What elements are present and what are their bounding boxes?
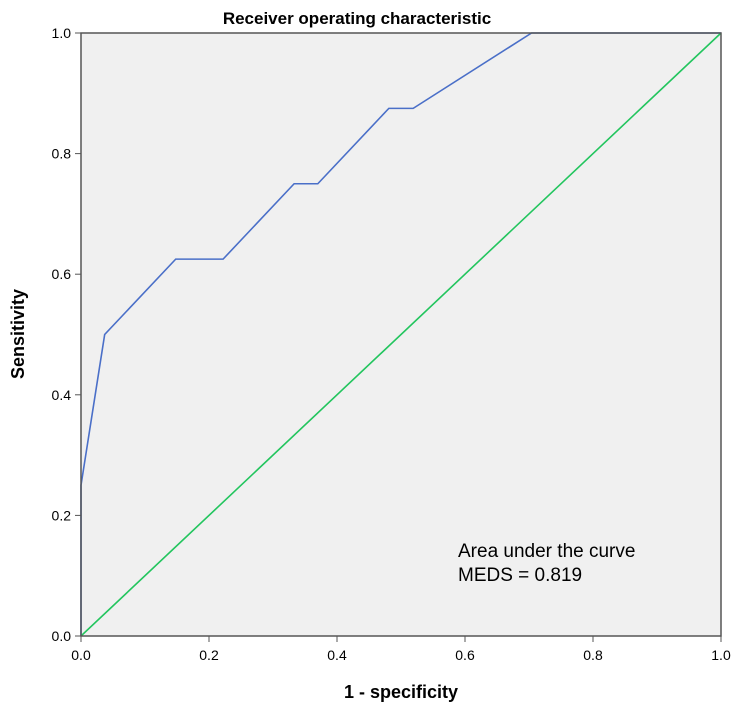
x-tick-label: 0.8 xyxy=(583,647,603,663)
y-tick-label: 0.4 xyxy=(52,387,72,403)
x-axis-title: 1 - specificity xyxy=(344,682,458,702)
y-axis: 0.0 0.2 0.4 0.6 0.8 1.0 xyxy=(52,25,81,644)
x-tick-label: 0.6 xyxy=(455,647,475,663)
reference-diagonal-line xyxy=(80,32,722,637)
chart-title: Receiver operating characteristic xyxy=(223,9,491,28)
series-layer xyxy=(80,32,722,637)
y-tick-label: 0.2 xyxy=(52,507,72,523)
y-tick-label: 0.6 xyxy=(52,266,72,282)
auc-annotation-line-2: MEDS = 0.819 xyxy=(458,565,582,586)
y-tick-label: 0.8 xyxy=(52,146,72,162)
x-tick-label: 0.0 xyxy=(71,647,91,663)
y-tick-label: 1.0 xyxy=(52,25,72,41)
roc-curve-line xyxy=(80,32,721,636)
y-axis-title: Sensitivity xyxy=(8,289,28,379)
x-tick-label: 0.2 xyxy=(199,647,219,663)
plot-frame xyxy=(80,32,722,637)
y-tick-label: 0.0 xyxy=(52,628,72,644)
x-axis: 0.0 0.2 0.4 0.6 0.8 1.0 xyxy=(71,636,731,663)
x-tick-label: 0.4 xyxy=(327,647,347,663)
auc-annotation-line-1: Area under the curve xyxy=(458,541,635,562)
x-tick-label: 1.0 xyxy=(711,647,731,663)
